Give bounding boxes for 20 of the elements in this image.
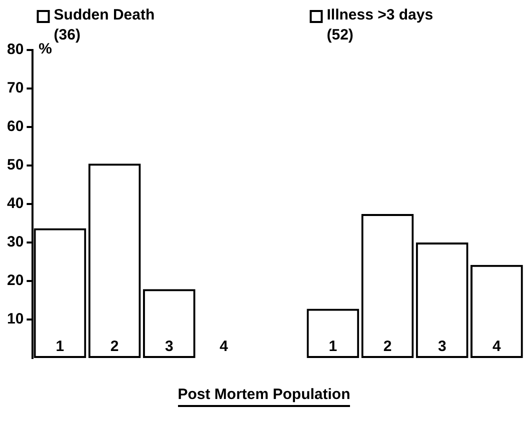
x-tick-label: 3 <box>164 338 174 356</box>
x-tick-label: 4 <box>492 338 502 356</box>
legend-label: Sudden Death (36) <box>54 6 155 44</box>
x-tick-label: 1 <box>328 338 338 356</box>
y-axis-title: % <box>38 40 52 58</box>
x-tick-label: 1 <box>56 338 64 356</box>
y-tick-label: 30 <box>6 234 24 251</box>
x-tick-label: 4 <box>220 338 229 356</box>
x-tick-label: 2 <box>383 338 392 356</box>
x-tick-label: 2 <box>110 338 119 356</box>
y-tick-label: 60 <box>6 118 24 136</box>
y-tick-label: 40 <box>6 195 24 212</box>
x-tick-label: 3 <box>438 338 446 356</box>
y-tick-label: 70 <box>6 80 24 97</box>
y-tick-label: 50 <box>6 156 24 174</box>
x-axis-title: Post Mortem Population <box>178 386 350 407</box>
y-tick-label: 10 <box>6 310 24 328</box>
legend-label: Illness >3 days (52) <box>326 6 434 44</box>
y-tick-label: 80 <box>6 41 24 58</box>
y-tick-label: 20 <box>6 272 24 290</box>
